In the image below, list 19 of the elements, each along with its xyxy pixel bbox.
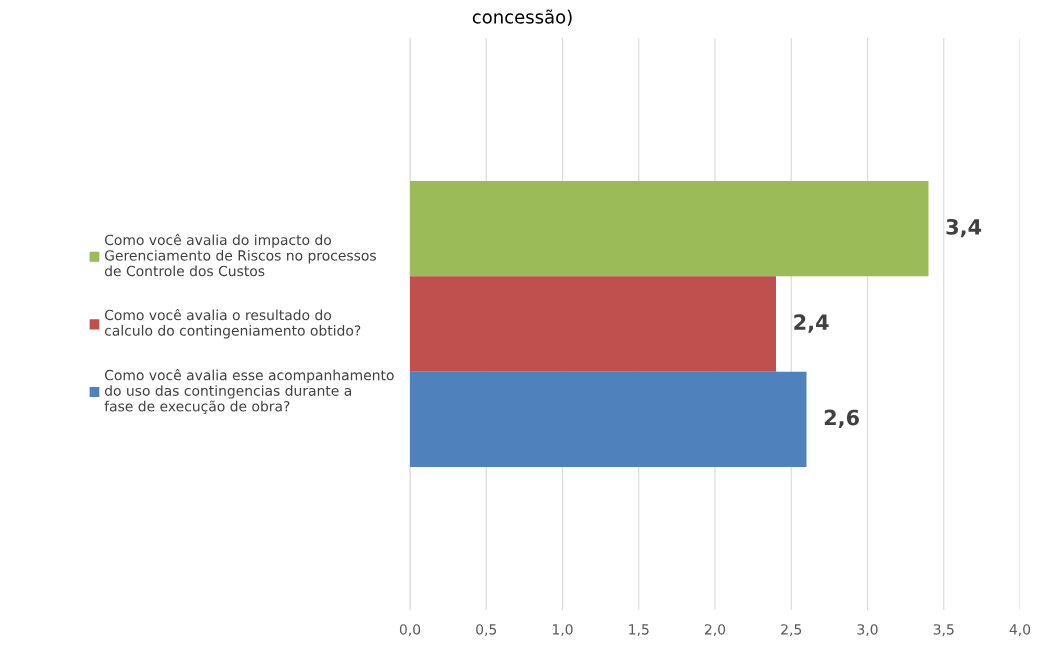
x-tick-label: 0,0 — [399, 624, 421, 637]
x-tick-label: 3,0 — [857, 624, 878, 637]
x-tick-label: 2,0 — [704, 624, 726, 637]
data-label: 2,4 — [794, 314, 829, 333]
bar — [410, 276, 776, 372]
x-tick-label: 3,5 — [933, 624, 954, 637]
legend-label: Como você avalia o resultado do calculo do contingeniamento obtido? — [104, 308, 361, 339]
data-label: 2,6 — [824, 409, 859, 429]
bar — [410, 371, 807, 467]
x-tick-label: 4,0 — [1009, 624, 1031, 637]
x-tick-label: 1,5 — [629, 624, 649, 637]
x-tick-label: 2,5 — [781, 624, 802, 637]
legend-label: Como você avalia esse acompanhamento do uso das contingencias durante a fase de execução de obra? — [104, 369, 394, 414]
x-tick-label: 0,5 — [476, 624, 497, 637]
legend-label: Como você avalia do impacto do Gerenciamento de Riscos no processos de Controle dos Custos — [104, 233, 376, 277]
x-tick-label: 1,0 — [552, 624, 573, 637]
bar — [410, 181, 929, 277]
chart-title: concessão) — [472, 9, 572, 26]
data-label: 3,4 — [946, 218, 982, 238]
